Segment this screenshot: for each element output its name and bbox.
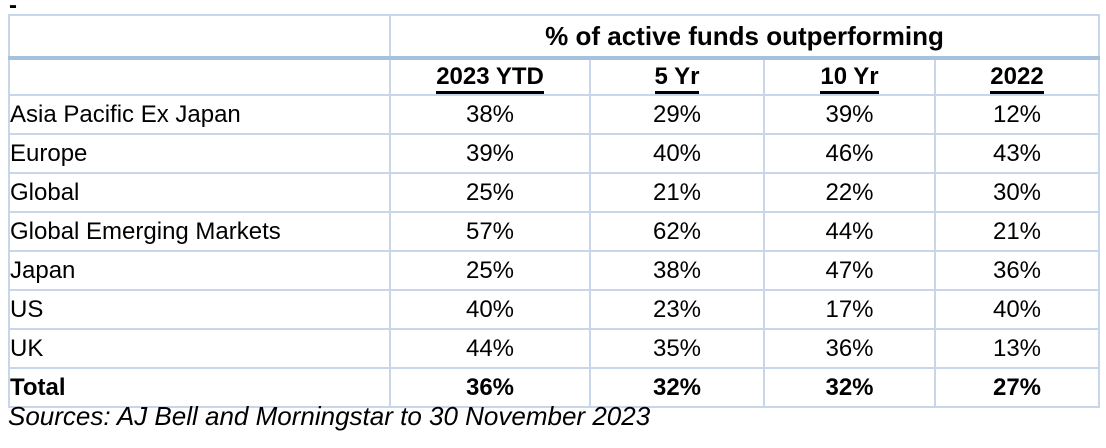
cell-value: 27% (934, 367, 1100, 408)
corner-cell (8, 14, 391, 60)
cell-value: 17% (763, 289, 936, 330)
cell-value: 25% (389, 172, 591, 213)
row-label: Global Emerging Markets (8, 211, 391, 252)
row-label-total: Total (8, 367, 391, 408)
cell-value: 62% (589, 211, 765, 252)
corner-cell-2 (8, 57, 391, 96)
cell-value: 13% (934, 328, 1100, 369)
cell-value: 38% (389, 94, 591, 135)
table-row-uk: UK 44% 35% 36% 13% (8, 328, 1100, 369)
cell-value: 12% (934, 94, 1100, 135)
row-label: Europe (8, 133, 391, 174)
cell-value: 32% (589, 367, 765, 408)
row-label: Global (8, 172, 391, 213)
cell-value: 38% (589, 250, 765, 291)
table-row-japan: Japan 25% 38% 47% 36% (8, 250, 1100, 291)
cell-value: 30% (934, 172, 1100, 213)
active-funds-performance-table: % of active funds outperforming 2023 YTD… (8, 14, 1100, 408)
cell-value: 32% (763, 367, 936, 408)
table-row-global-emerging-markets: Global Emerging Markets 57% 62% 44% 21% (8, 211, 1100, 252)
row-label: UK (8, 328, 391, 369)
cell-value: 36% (763, 328, 936, 369)
cell-value: 43% (934, 133, 1100, 174)
table-row-us: US 40% 23% 17% 40% (8, 289, 1100, 330)
row-label: Asia Pacific Ex Japan (8, 94, 391, 135)
column-header-5yr: 5 Yr (589, 57, 765, 96)
table-row-asia-pacific-ex-japan: Asia Pacific Ex Japan 38% 29% 39% 12% (8, 94, 1100, 135)
row-label: Japan (8, 250, 391, 291)
cell-value: 23% (589, 289, 765, 330)
cell-value: 44% (763, 211, 936, 252)
cell-value: 57% (389, 211, 591, 252)
cell-value: 29% (589, 94, 765, 135)
cell-value: 39% (763, 94, 936, 135)
table-row-total: Total 36% 32% 32% 27% (8, 367, 1100, 408)
cell-value: 22% (763, 172, 936, 213)
cell-value: 46% (763, 133, 936, 174)
column-header-2022: 2022 (934, 57, 1100, 96)
column-header-row: 2023 YTD 5 Yr 10 Yr 2022 (8, 57, 1100, 96)
cell-value: 39% (389, 133, 591, 174)
cell-value: 40% (934, 289, 1100, 330)
column-header-2023-ytd: 2023 YTD (389, 57, 591, 96)
cell-value: 36% (934, 250, 1100, 291)
cell-value: 36% (389, 367, 591, 408)
stray-dash: - (9, 0, 17, 19)
cell-value: 47% (763, 250, 936, 291)
cell-value: 21% (934, 211, 1100, 252)
table-title: % of active funds outperforming (389, 14, 1100, 60)
table-title-row: % of active funds outperforming (8, 14, 1100, 60)
source-note: Sources: AJ Bell and Morningstar to 30 N… (8, 401, 651, 431)
row-label: US (8, 289, 391, 330)
cell-value: 25% (389, 250, 591, 291)
cell-value: 40% (389, 289, 591, 330)
cell-value: 40% (589, 133, 765, 174)
column-header-10yr: 10 Yr (763, 57, 936, 96)
cell-value: 35% (589, 328, 765, 369)
table-row-europe: Europe 39% 40% 46% 43% (8, 133, 1100, 174)
table-row-global: Global 25% 21% 22% 30% (8, 172, 1100, 213)
cell-value: 44% (389, 328, 591, 369)
cell-value: 21% (589, 172, 765, 213)
